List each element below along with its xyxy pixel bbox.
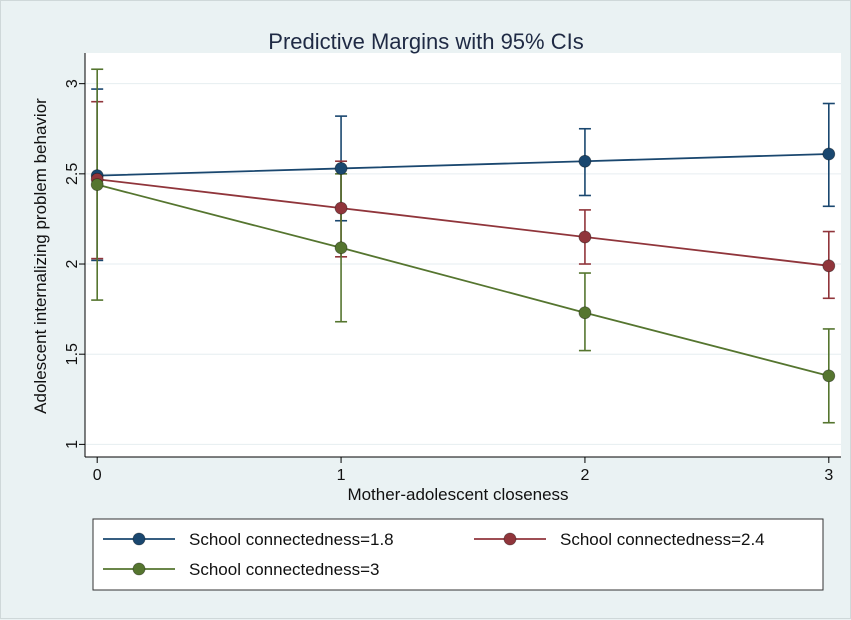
x-axis-label: Mother-adolescent closeness — [347, 485, 568, 504]
y-tick-label: 2 — [64, 259, 81, 268]
x-tick-label: 1 — [337, 467, 346, 484]
y-axis-label: Adolescent internalizing problem behavio… — [31, 98, 50, 414]
x-tick-label: 2 — [580, 467, 589, 484]
legend-marker — [132, 562, 146, 576]
legend-marker — [503, 532, 517, 546]
data-point — [334, 241, 348, 255]
legend-marker — [132, 532, 146, 546]
plot-area — [85, 53, 841, 457]
x-tick-label: 3 — [824, 467, 833, 484]
y-tick-label: 1 — [64, 440, 81, 449]
data-point — [578, 306, 592, 320]
legend-label: School connectedness=2.4 — [560, 530, 765, 549]
series-line — [97, 153, 829, 177]
series-markers — [90, 178, 836, 383]
data-point — [822, 147, 836, 161]
data-point — [578, 154, 592, 168]
series-group — [91, 68, 835, 424]
chart-title: Predictive Margins with 95% CIs — [268, 29, 583, 54]
y-tick-label: 3 — [64, 79, 81, 88]
data-point — [90, 178, 104, 192]
x-tick-label: 0 — [93, 467, 102, 484]
series-line — [97, 178, 829, 267]
data-point — [334, 162, 348, 175]
data-point — [334, 201, 348, 215]
legend-label: School connectedness=3 — [189, 560, 379, 579]
legend-box — [92, 518, 824, 591]
legend-label: School connectedness=1.8 — [189, 530, 394, 549]
data-point — [578, 230, 592, 244]
y-tick-label: 1.5 — [64, 343, 81, 365]
y-tick-label: 2.5 — [64, 163, 81, 185]
data-point — [822, 259, 836, 273]
data-point — [822, 369, 836, 383]
series-line — [96, 183, 830, 377]
legend: School connectedness=1.8 School connected… — [92, 518, 824, 591]
